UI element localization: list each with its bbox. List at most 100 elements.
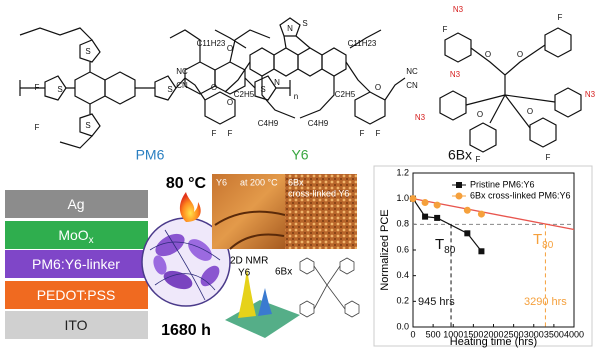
device-stack: Ag MoOx PM6:Y6-linker PEDOT:PSS ITO [5,190,148,339]
x-tick-label: 500 [426,329,441,339]
molecule-name: PM6 [136,147,165,163]
atom-label: C11H23 [348,39,377,48]
atom-label: N [274,78,280,87]
atom-label: O [375,83,381,92]
afm-left-condition: at 200 °C [240,177,278,187]
atom-label: O [517,50,523,59]
pm6-structure [19,27,291,149]
data-point [464,230,471,237]
atom-label: F [546,153,551,162]
y-tick-label: 0.6 [396,244,409,254]
atom-label: C11H23 [197,39,226,48]
atom-label: O [227,44,233,53]
layer-label: PM6:Y6-linker [32,256,120,272]
layer-label: PEDOT:PSS [37,287,116,303]
t80-symbol: T80 [435,236,456,256]
y-tick-label: 1.0 [396,193,409,203]
atom-label: O [527,107,533,116]
device-layer [5,311,148,339]
afm-images: Y6 at 200 °C 6Bx cross-linked Y6 [212,174,357,250]
atom-label: O [211,83,217,92]
data-point [421,199,429,207]
molecule-name: Y6 [291,147,308,163]
legend-label: 6Bx cross-linked PM6:Y6 [470,190,571,200]
afm-left-label: Y6 [216,177,227,187]
layer-name: ITO [64,317,87,333]
molecule-name: 6Bx [448,147,472,163]
atom-label: C4H9 [308,119,329,128]
x-tick-label: 2500 [504,329,524,339]
atom-label: F [443,25,448,34]
nmr-title: 2D NMR [230,256,268,267]
atom-label: NC [176,67,188,76]
nmr-peak-b: 6Bx [275,267,292,278]
afm-right-condition: cross-linked Y6 [288,188,349,198]
duration: 1680 h [161,322,211,339]
y-axis-label: Normalized PCE [379,209,391,290]
atom-label: F [558,13,563,22]
legend-marker [456,182,462,188]
x-tick-label: 4000 [564,329,584,339]
atom-label: C4H9 [258,119,279,128]
atom-label: C2H5 [234,90,255,99]
y-tick-label: 0.8 [396,219,409,229]
x-axis-label: Heating time (hrs) [450,336,537,348]
atom-label: CN [406,81,418,90]
atom-label: CN [176,81,188,90]
nmr-peak-a: Y6 [238,268,251,279]
chart: 0.0 0.2 0.4 0.6 0.8 1.0 1.2 0 500 1000 1500 2000 250… [379,167,584,348]
data-point [433,201,441,209]
data-point [477,210,485,218]
atom-label: N [287,24,293,33]
temperature: 80 °C [166,175,207,192]
layer-label: ITO [64,317,87,333]
t80-sub: 80 [542,240,554,251]
atom-label: F [35,83,40,92]
device-layer [5,281,148,309]
atom-label: O [227,98,233,107]
blend-morphology [141,192,231,307]
atom-label: F [228,129,233,138]
t80-label: 945 hrs [418,296,455,308]
atom-label: S [260,85,265,94]
y-tick-label: 0.4 [396,270,409,280]
data-point [463,206,471,214]
y-tick-label: 0.0 [396,321,409,331]
chart-frame [373,165,593,347]
atom-label: O [477,110,483,119]
atom-label: F [376,129,381,138]
series-line [412,198,482,252]
device-layer [5,250,148,278]
atom-label: NC [406,67,418,76]
layer-label: MoOx [58,227,93,246]
x-tick-label: 1500 [463,329,483,339]
atom-label: F [212,129,217,138]
layer-name: PM6:Y6-linker [32,256,120,272]
x-tick-label: 3000 [524,329,544,339]
atom-label: C2H5 [335,90,356,99]
atom-label: F [35,123,40,132]
layer-subscript: x [89,235,94,246]
data-point [478,248,485,255]
t80-letter: T [435,236,444,253]
atom-label: N3 [415,113,426,122]
atom-label: S [167,85,172,94]
nmr-plot: 2D NMR Y6 6Bx [225,256,360,338]
t80-letter: T [533,231,542,248]
x-tick-label: 2000 [483,329,503,339]
layer-name: MoO [58,227,88,243]
atom-label: N3 [453,5,464,14]
legend-marker [455,192,463,200]
y-tick-label: 1.2 [396,167,409,177]
atom-label: O [485,50,491,59]
atom-label: n [294,92,298,101]
atom-label: S [302,19,307,28]
atom-label: N3 [450,70,461,79]
atom-label: S [57,85,62,94]
t80-symbol: T80 [533,231,554,251]
x-tick-label: 1000 [443,329,463,339]
atom-label: F [360,129,365,138]
afm-right-label: 6Bx [288,177,304,187]
